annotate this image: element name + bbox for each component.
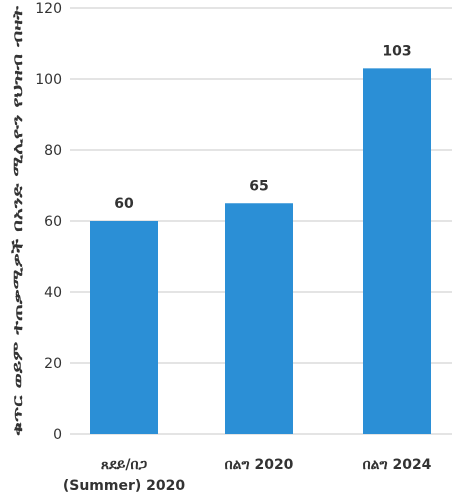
y-tick-label: 40 <box>44 285 62 301</box>
y-axis-ticks: 0 20 40 60 80 100 120 <box>35 1 62 443</box>
bar-2 <box>363 68 431 434</box>
y-tick-label: 120 <box>35 1 62 17</box>
y-tick-label: 100 <box>35 72 62 88</box>
bar-1 <box>225 203 293 434</box>
y-tick-label: 60 <box>44 214 62 230</box>
y-tick-label: 0 <box>53 427 62 443</box>
bar-value-label: 65 <box>249 178 268 194</box>
value-labels: 60 65 103 <box>114 43 411 212</box>
category-label: ጸደይ/በጋ <box>101 457 148 473</box>
y-tick-label: 80 <box>44 143 62 159</box>
bar-value-label: 60 <box>114 196 134 212</box>
y-tick-label: 20 <box>44 356 62 372</box>
category-label: (Summer) 2020 <box>63 478 186 494</box>
bar-0 <box>90 221 158 434</box>
category-labels: ጸደይ/በጋ (Summer) 2020 በልግ 2020 በልግ 2024 <box>63 457 432 494</box>
bars <box>90 68 431 434</box>
category-label: በልግ 2020 <box>225 457 294 473</box>
bar-value-label: 103 <box>382 43 411 59</box>
category-label: በልግ 2024 <box>363 457 432 473</box>
y-axis-title: ቁጥር ወይም ተጠቃሚዎች በአንድ ሚሊዮን የህዝብ ብዛት <box>10 6 26 436</box>
